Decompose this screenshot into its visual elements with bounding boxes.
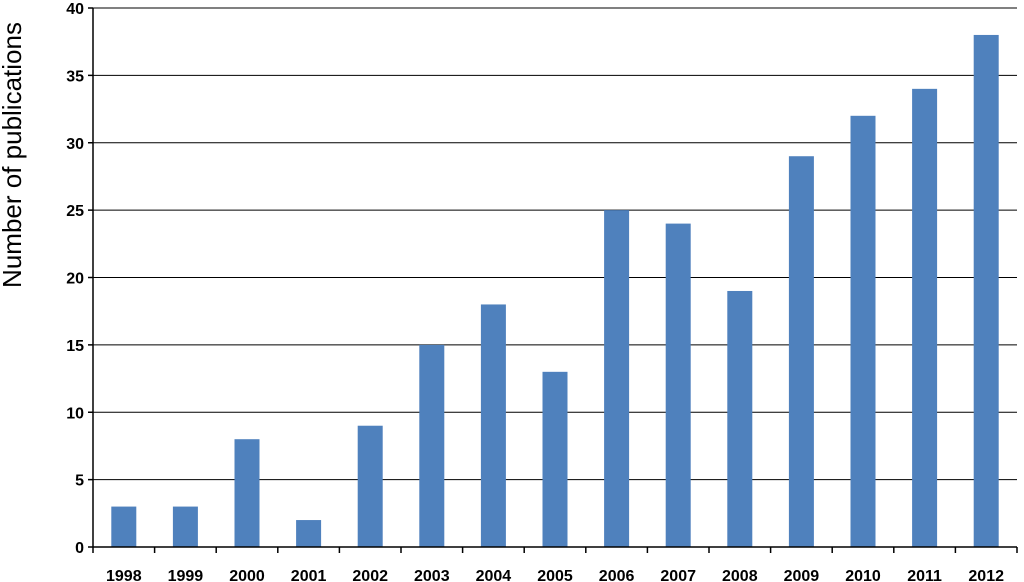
y-tick-label: 25: [66, 203, 84, 220]
y-tick-label: 5: [75, 473, 84, 490]
bar-2005: [542, 371, 568, 547]
y-tick-label: 30: [66, 136, 84, 153]
bar-2010: [850, 115, 876, 548]
x-tick-label: 2007: [660, 568, 696, 582]
x-tick-label: 2010: [845, 568, 881, 582]
bar-1999: [172, 506, 198, 547]
y-tick-label: 35: [66, 68, 84, 85]
y-tick-label: 10: [66, 405, 84, 422]
bar-1998: [111, 506, 137, 547]
gridlines: [93, 7, 1017, 481]
bar-2001: [296, 520, 322, 547]
x-tick-label: 2009: [784, 568, 820, 582]
y-axis-title: Number of publications: [0, 22, 27, 288]
bar-2004: [480, 304, 506, 547]
bar-2006: [604, 210, 630, 547]
y-tick-label: 20: [66, 271, 84, 288]
bars: [111, 34, 999, 548]
bar-2011: [912, 88, 938, 547]
x-tick-label: 2003: [414, 568, 450, 582]
x-tick-label: 2006: [599, 568, 635, 582]
bar-2012: [973, 34, 999, 547]
x-tick-label: 1999: [168, 568, 204, 582]
y-tick-labels: 0 5 10 15 20 25 30 35 40: [66, 1, 84, 557]
bar-2002: [357, 425, 383, 547]
x-tick-label: 1998: [106, 568, 142, 582]
y-tick-label: 15: [66, 338, 84, 355]
y-tick-label: 40: [66, 1, 84, 18]
x-tick-label: 2011: [907, 568, 942, 582]
bar-2009: [788, 156, 814, 547]
bar-2007: [665, 223, 691, 547]
bar-2003: [419, 344, 445, 547]
bar-2008: [727, 290, 753, 547]
x-tick-labels: 1998 1999 2000 2001 2002 2003 2004 2005 2006 2007…: [106, 568, 1004, 582]
x-tick-label: 2005: [537, 568, 573, 582]
x-tick-label: 2008: [722, 568, 758, 582]
x-tick-label: 2012: [968, 568, 1004, 582]
y-tick-label: 0: [75, 540, 84, 557]
x-tick-label: 2002: [352, 568, 388, 582]
axes: [88, 7, 1018, 553]
x-tick-label: 2000: [229, 568, 265, 582]
x-tick-label: 2001: [291, 568, 327, 582]
x-tick-label: 2004: [476, 568, 512, 582]
bar-2000: [234, 439, 260, 547]
